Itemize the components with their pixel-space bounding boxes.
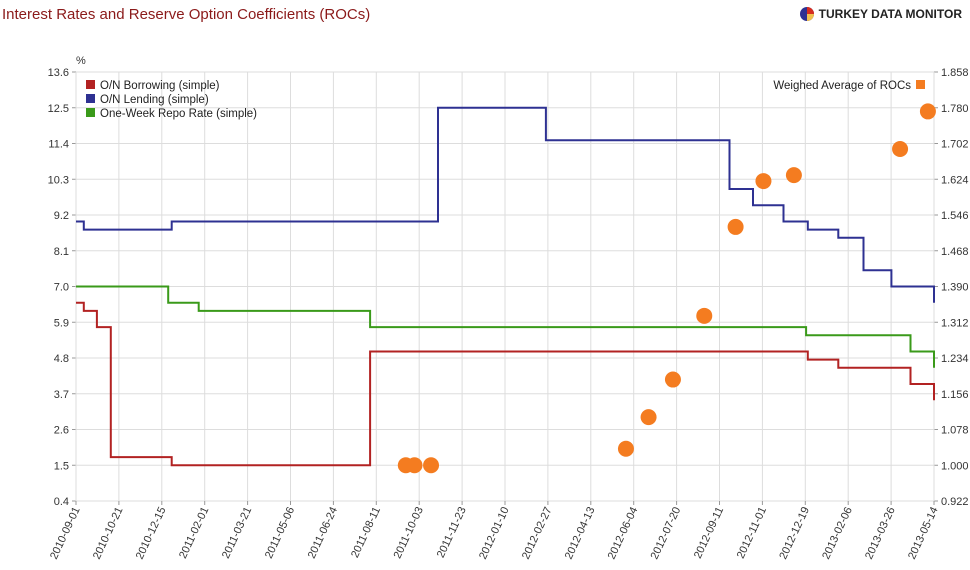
series-line-3 bbox=[76, 285, 935, 368]
x-tick-label: 2013-03-26 bbox=[863, 505, 898, 561]
y-left-tick-label: 11.4 bbox=[48, 139, 69, 151]
roc-point bbox=[617, 440, 634, 457]
legend-swatch bbox=[916, 80, 925, 89]
x-tick-label: 2012-12-19 bbox=[777, 505, 812, 561]
roc-point bbox=[640, 409, 657, 426]
roc-point bbox=[664, 371, 681, 388]
x-tick-label: 2011-06-24 bbox=[306, 505, 340, 560]
y-left-tick-label: 10.3 bbox=[48, 174, 69, 186]
series-line-1 bbox=[76, 301, 935, 467]
x-tick-label: 2012-01-10 bbox=[477, 505, 512, 561]
x-tick-label: 2010-12-15 bbox=[134, 505, 169, 561]
page-title: Interest Rates and Reserve Option Coeffi… bbox=[2, 6, 371, 23]
legend-label: One-Week Repo Rate (simple) bbox=[100, 108, 257, 120]
brand-logo: TURKEY DATA MONITOR bbox=[799, 6, 962, 22]
legend-swatch bbox=[86, 94, 95, 103]
y-left-tick-label: 13.6 bbox=[48, 67, 69, 79]
roc-point bbox=[785, 167, 802, 184]
brand-name: TURKEY DATA MONITOR bbox=[818, 7, 962, 21]
roc-point bbox=[696, 307, 713, 324]
y-left-axis-label: % bbox=[76, 55, 86, 67]
x-tick-label: 2012-06-04 bbox=[606, 505, 641, 561]
legend-label: O/N Lending (simple) bbox=[100, 94, 209, 106]
legend-label: Weighed Average of ROCs bbox=[773, 80, 911, 92]
y-right-tick-label: 1.468 bbox=[941, 246, 969, 258]
roc-point bbox=[406, 457, 423, 474]
x-tick-label: 2011-08-11 bbox=[349, 505, 383, 560]
y-left-tick-label: 7.0 bbox=[54, 282, 69, 294]
y-right-tick-label: 1.390 bbox=[941, 282, 969, 294]
legend-label: O/N Borrowing (simple) bbox=[100, 80, 220, 92]
roc-point bbox=[727, 218, 744, 235]
x-tick-label: 2013-05-14 bbox=[906, 505, 941, 561]
x-tick-label: 2011-03-21 bbox=[220, 505, 254, 560]
y-right-tick-label: 1.000 bbox=[941, 460, 969, 472]
y-left-tick-label: 2.6 bbox=[54, 425, 69, 437]
x-tick-label: 2012-09-11 bbox=[692, 505, 726, 560]
x-tick-label: 2011-02-01 bbox=[177, 505, 211, 560]
x-tick-label: 2012-04-13 bbox=[563, 505, 598, 561]
y-right-tick-label: 1.624 bbox=[941, 174, 969, 186]
y-right-tick-label: 1.702 bbox=[941, 139, 969, 151]
y-left-tick-label: 9.2 bbox=[54, 210, 69, 222]
x-tick-label: 2013-02-06 bbox=[820, 505, 855, 561]
y-right-tick-label: 1.078 bbox=[941, 425, 969, 437]
roc-point bbox=[919, 103, 936, 120]
legend-swatch bbox=[86, 80, 95, 89]
y-left-tick-label: 0.4 bbox=[54, 496, 69, 508]
x-tick-label: 2010-09-01 bbox=[48, 505, 83, 561]
y-left-tick-label: 8.1 bbox=[54, 246, 69, 258]
x-tick-label: 2012-07-20 bbox=[649, 505, 684, 561]
pie-logo-icon bbox=[799, 7, 814, 21]
y-right-tick-label: 1.156 bbox=[941, 389, 969, 401]
y-right-tick-label: 0.922 bbox=[941, 496, 969, 508]
x-tick-label: 2012-11-01 bbox=[735, 505, 769, 560]
y-right-tick-label: 1.546 bbox=[941, 210, 969, 222]
x-tick-label: 2011-11-23 bbox=[435, 505, 469, 560]
y-right-tick-label: 1.858 bbox=[941, 67, 969, 79]
x-tick-label: 2012-02-27 bbox=[520, 505, 555, 561]
y-left-tick-label: 4.8 bbox=[54, 353, 69, 365]
y-left-tick-label: 12.5 bbox=[48, 103, 69, 115]
x-tick-label: 2010-10-21 bbox=[91, 505, 126, 561]
x-tick-label: 2011-10-03 bbox=[392, 505, 426, 560]
legend-swatch bbox=[86, 108, 95, 117]
x-tick-label: 2011-05-06 bbox=[263, 505, 297, 560]
roc-point bbox=[755, 173, 772, 190]
y-right-tick-label: 1.780 bbox=[941, 103, 969, 115]
y-left-tick-label: 1.5 bbox=[54, 460, 69, 472]
y-right-tick-label: 1.234 bbox=[941, 353, 969, 365]
y-left-tick-label: 3.7 bbox=[54, 389, 69, 401]
series-line-2 bbox=[76, 106, 935, 303]
y-right-tick-label: 1.312 bbox=[941, 317, 969, 329]
roc-point bbox=[423, 457, 440, 474]
y-left-tick-label: 5.9 bbox=[54, 317, 69, 329]
roc-point bbox=[892, 141, 909, 157]
